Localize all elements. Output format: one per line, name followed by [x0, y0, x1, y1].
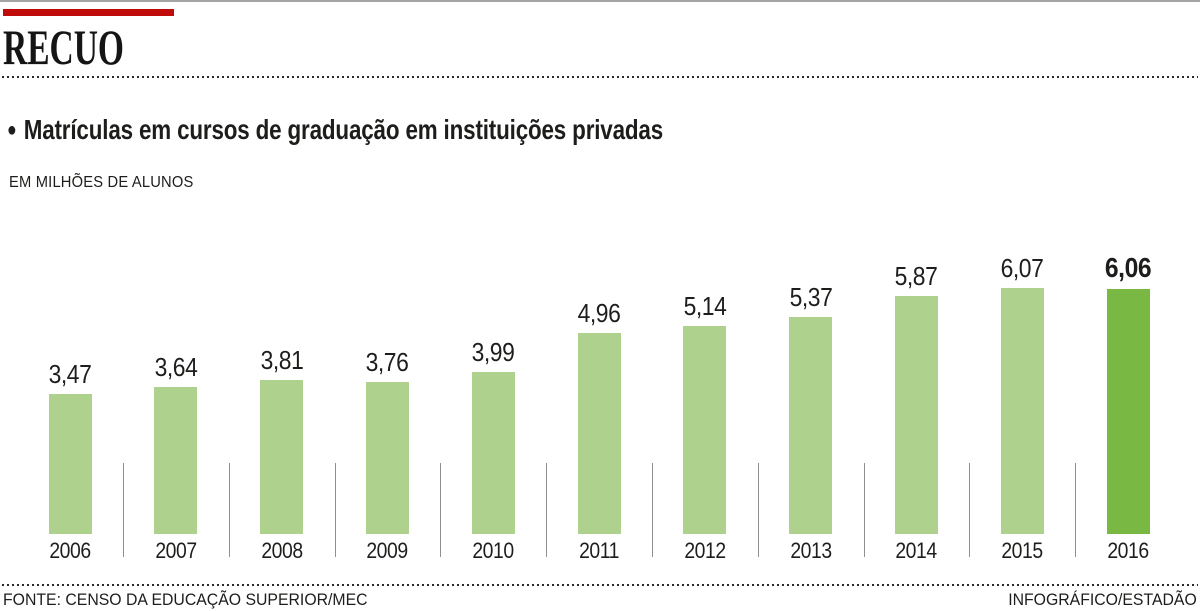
kicker-accent-bar	[3, 9, 174, 16]
bar-2010	[471, 372, 515, 534]
x-tick-2008: 2008	[260, 538, 303, 563]
x-tick-2007: 2007	[155, 538, 197, 563]
tick-separator	[546, 463, 548, 557]
tick-separator	[969, 463, 971, 557]
value-label-2013: 5,37	[789, 281, 832, 312]
value-label-2011: 4,96	[577, 298, 621, 329]
x-tick-2012: 2012	[684, 538, 726, 563]
footer-dotted-rule	[2, 584, 1198, 586]
value-label-2012: 5,14	[683, 290, 727, 321]
bullet-icon: ●	[7, 119, 17, 142]
x-tick-2011: 2011	[579, 538, 619, 563]
x-tick-2006: 2006	[49, 538, 91, 563]
header-dotted-rule	[2, 76, 1198, 78]
value-label-2016: 6,06	[1104, 251, 1152, 283]
source-note: FONTE: CENSO DA EDUCAÇÃO SUPERIOR/MEC	[3, 590, 368, 609]
bar-2007	[154, 386, 198, 534]
tick-separator	[122, 463, 124, 557]
value-label-2009: 3,76	[365, 346, 409, 377]
tick-separator	[334, 463, 336, 557]
x-tick-2015: 2015	[1001, 538, 1044, 563]
credit-note: INFOGRÁFICO/ESTADÃO	[1008, 590, 1197, 609]
bar-2008	[260, 379, 304, 534]
x-tick-2010: 2010	[472, 538, 515, 563]
value-label-2014: 5,87	[894, 261, 938, 292]
value-label-2008: 3,81	[260, 344, 303, 375]
value-label-2007: 3,64	[154, 351, 198, 382]
tick-separator	[651, 463, 653, 557]
x-tick-2014: 2014	[895, 538, 938, 563]
tick-separator	[440, 463, 442, 557]
tick-separator	[1075, 463, 1077, 557]
tick-separator	[863, 463, 865, 557]
bar-2011	[577, 333, 621, 534]
tick-separator	[757, 463, 759, 557]
bar-2009	[365, 381, 409, 534]
chart-heading-text: Matrículas em cursos de graduação em ins…	[23, 114, 664, 145]
bar-2015	[1000, 288, 1044, 534]
unit-label: EM MILHÕES DE ALUNOS	[9, 174, 194, 191]
value-label-2010: 3,99	[471, 337, 515, 368]
top-rule	[0, 0, 1200, 2]
bar-2013	[789, 316, 833, 534]
bar-2014	[894, 296, 938, 534]
x-tick-2009: 2009	[366, 538, 409, 563]
x-tick-2016: 2016	[1107, 538, 1149, 563]
masthead-title: RECUO	[3, 19, 124, 75]
x-tick-2013: 2013	[789, 538, 832, 563]
bar-2006	[48, 393, 92, 534]
bar-2012	[683, 325, 727, 534]
tick-separator	[228, 463, 230, 557]
chart-heading: ● Matrículas em cursos de graduação em i…	[7, 114, 664, 146]
value-label-2015: 6,07	[1000, 253, 1044, 284]
value-label-2006: 3,47	[48, 358, 92, 389]
bar-2016	[1106, 288, 1150, 534]
